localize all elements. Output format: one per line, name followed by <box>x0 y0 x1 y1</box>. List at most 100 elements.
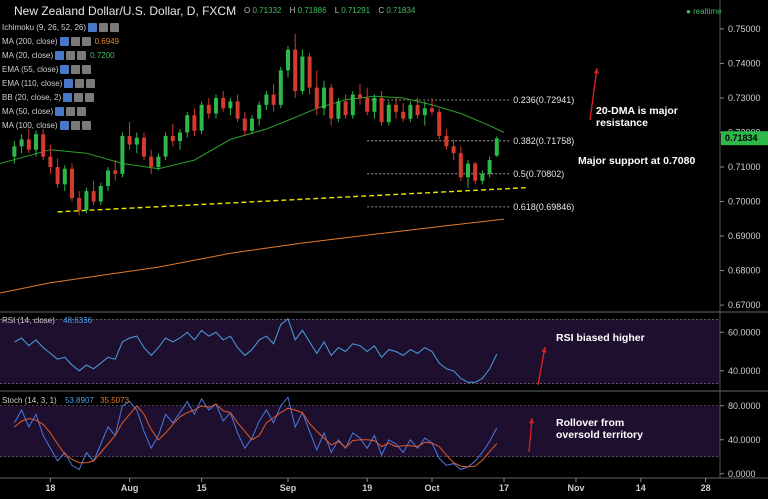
eye-icon[interactable] <box>60 64 70 74</box>
candle-body <box>422 108 427 116</box>
candle-body <box>293 49 298 92</box>
stoch-annotation: Rollover from <box>556 417 624 429</box>
ohlc-high-value: 0.71886 <box>297 6 327 15</box>
indicator-item[interactable]: MA (50, close) <box>2 104 132 118</box>
indicator-label: EMA (55, close) <box>2 64 59 74</box>
candle-body <box>48 156 53 167</box>
indicator-item[interactable]: EMA (110, close) <box>2 76 132 90</box>
candle-body <box>62 168 67 185</box>
time-tick-label: Aug <box>121 483 139 493</box>
eye-icon[interactable] <box>88 22 98 32</box>
realtime-label: realtime <box>693 7 722 16</box>
eye-icon[interactable] <box>59 36 69 46</box>
indicator-label: BB (20, close, 2) <box>2 92 62 102</box>
rsi-legend: RSI (14, close) 48.6336 <box>2 316 92 325</box>
time-tick-label: 15 <box>197 483 207 493</box>
settings-icon[interactable] <box>75 78 85 88</box>
indicator-item[interactable]: EMA (55, close) <box>2 62 132 76</box>
ohlc-readout: O 0.71332 H 0.71886 L 0.71291 C 0.71834 <box>244 6 421 15</box>
eye-icon[interactable] <box>55 50 65 60</box>
candle-body <box>142 137 146 157</box>
candle-body <box>336 101 341 119</box>
time-tick-label: 17 <box>499 483 509 493</box>
indicator-item[interactable]: MA (20, close) 0.7200 <box>2 48 132 62</box>
indicator-item[interactable]: Ichimoku (9, 26, 52, 26) <box>2 20 132 34</box>
rsi-annotation: RSI biased higher <box>556 332 645 344</box>
candle-body <box>26 139 31 150</box>
candle-body <box>394 104 398 112</box>
candle-body <box>70 168 74 199</box>
stoch-annotation: oversold territory <box>556 429 643 441</box>
candle-body <box>473 163 478 181</box>
close-icon[interactable] <box>81 120 91 130</box>
candle-body <box>430 108 434 112</box>
symbol-title[interactable]: New Zealand Dollar/U.S. Dollar, D, FXCM <box>14 4 237 18</box>
close-icon[interactable] <box>85 92 95 102</box>
close-icon[interactable] <box>110 22 120 32</box>
settings-icon[interactable] <box>99 22 109 32</box>
close-icon[interactable] <box>77 106 87 116</box>
price-tick-label: 0.73000 <box>728 93 761 103</box>
candle-body <box>41 134 46 157</box>
stoch-d-line <box>14 403 498 468</box>
price-tick-label: 0.74000 <box>728 58 761 68</box>
candle-body <box>250 118 254 131</box>
eye-icon[interactable] <box>64 78 74 88</box>
candle-body <box>106 170 110 186</box>
price-tick-label: 0.75000 <box>728 24 761 34</box>
candle-body <box>77 198 82 211</box>
candle-body <box>134 137 139 145</box>
eye-icon[interactable] <box>59 120 69 130</box>
candle-body <box>228 101 233 109</box>
candle-body <box>444 135 449 147</box>
eye-icon[interactable] <box>63 92 73 102</box>
candle-body <box>480 173 485 181</box>
settings-icon[interactable] <box>70 120 80 130</box>
ma20-line <box>0 95 505 170</box>
candle-body <box>466 163 470 178</box>
close-icon[interactable] <box>77 50 87 60</box>
candle-body <box>170 135 175 142</box>
stoch-tick-label: 80.0000 <box>728 401 761 411</box>
resistance-arrow <box>589 67 598 121</box>
candle-body <box>408 104 413 119</box>
stoch-d-value: 35.5073 <box>100 396 130 405</box>
candle-body <box>185 115 190 133</box>
close-icon[interactable] <box>81 36 91 46</box>
close-icon[interactable] <box>86 78 96 88</box>
indicator-item[interactable]: BB (20, close, 2) <box>2 90 132 104</box>
candle-body <box>379 97 384 123</box>
stoch-arrow <box>528 417 533 453</box>
settings-icon[interactable] <box>71 64 81 74</box>
eye-icon[interactable] <box>55 106 65 116</box>
indicator-item[interactable]: MA (200, close) 0.6949 <box>2 34 132 48</box>
candle-body <box>149 156 154 167</box>
ohlc-close-value: 0.71834 <box>386 6 416 15</box>
indicator-value: 0.7200 <box>90 50 115 60</box>
rsi-arrow <box>537 346 546 386</box>
settings-icon[interactable] <box>66 50 76 60</box>
fib-level-label: 0.236(0.72941) <box>513 95 574 105</box>
candle-body <box>235 101 240 119</box>
settings-icon[interactable] <box>74 92 84 102</box>
indicator-label: MA (100, close) <box>2 120 58 130</box>
realtime-status: ● realtime <box>686 7 722 16</box>
settings-icon[interactable] <box>70 36 80 46</box>
settings-icon[interactable] <box>66 106 76 116</box>
price-tick-label: 0.67000 <box>728 300 761 310</box>
candle-body <box>178 132 182 142</box>
close-icon[interactable] <box>82 64 92 74</box>
rsi-value: 48.6336 <box>63 316 93 325</box>
stoch-tick-label: 40.0000 <box>728 435 761 445</box>
fib-level-label: 0.382(0.71758) <box>513 136 574 146</box>
ohlc-open-label: O <box>244 6 251 15</box>
time-tick-label: 28 <box>701 483 711 493</box>
stoch-legend: Stoch (14, 3, 1) 53.8907 35.5073 <box>2 396 129 405</box>
stoch-label[interactable]: Stoch (14, 3, 1) <box>2 396 57 405</box>
rsi-arrow-head <box>541 347 547 353</box>
ohlc-low-label: L <box>334 6 339 15</box>
indicator-item[interactable]: MA (100, close) <box>2 118 132 132</box>
rsi-label[interactable]: RSI (14, close) <box>2 316 55 325</box>
